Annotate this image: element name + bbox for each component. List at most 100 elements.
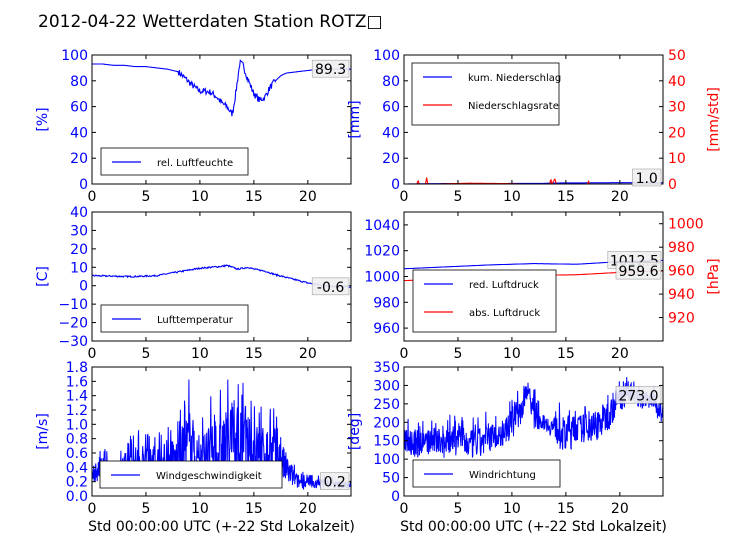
y-axis-label: [mm] bbox=[347, 100, 363, 138]
x-tick-label: 15 bbox=[245, 346, 263, 362]
x-tick-label: 20 bbox=[299, 189, 317, 205]
y-tick-label: 60 bbox=[70, 100, 88, 116]
x-tick-label: 20 bbox=[611, 501, 629, 517]
y-tick-label: 100 bbox=[373, 452, 400, 468]
legend: Windrichtung bbox=[412, 459, 561, 488]
x-tick-label: 5 bbox=[453, 346, 462, 362]
x-tick-label: 0 bbox=[400, 501, 409, 517]
value-annotation-1: 273.0 bbox=[615, 386, 662, 404]
y2-tick-label: 1000 bbox=[668, 217, 704, 233]
legend-label-2: abs. Luftdruck bbox=[469, 308, 540, 319]
y2-tick-label: 920 bbox=[668, 311, 695, 327]
value-annotation-1: 0.2 bbox=[320, 472, 350, 491]
y-tick-label: 300 bbox=[373, 378, 400, 394]
y2-axis-label: [hPa] bbox=[706, 258, 722, 294]
x-tick-label: 10 bbox=[191, 189, 209, 205]
y-tick-label: 1.0 bbox=[66, 417, 88, 433]
x-tick-label: 10 bbox=[191, 501, 209, 517]
series-group bbox=[92, 59, 351, 117]
x-tick-label: 10 bbox=[503, 501, 521, 517]
annotation-text: -0.6 bbox=[317, 280, 344, 296]
x-tick-label: 5 bbox=[141, 501, 150, 517]
y-tick-label: 100 bbox=[61, 48, 88, 64]
y-tick-label: 0 bbox=[79, 279, 88, 295]
y-tick-label: 20 bbox=[382, 151, 400, 167]
series-line-1 bbox=[92, 59, 351, 117]
figure-title: 2012-04-22 Wetterdaten Station ROTZ□ bbox=[38, 12, 383, 32]
x-axis-label: Std 00:00:00 UTC (+-22 Std Lokalzeit) bbox=[88, 519, 355, 535]
y2-tick-label: 10 bbox=[668, 151, 686, 167]
legend-label-1: rel. Luftfeuchte bbox=[157, 158, 233, 169]
y2-tick-label: 30 bbox=[668, 100, 686, 116]
x-tick-label: 0 bbox=[88, 346, 97, 362]
annotation-text: 959.6 bbox=[618, 264, 658, 280]
axes-frame bbox=[91, 366, 352, 497]
axes-frame bbox=[91, 54, 352, 185]
x-tick-label: 5 bbox=[453, 189, 462, 205]
legend-label-1: red. Luftdruck bbox=[469, 280, 539, 291]
value-annotation-2: 959.6 bbox=[615, 261, 662, 280]
y-tick-label: 0.2 bbox=[66, 475, 88, 491]
axes-frame bbox=[403, 366, 664, 497]
legend: red. Luftdruck abs. Luftdruck bbox=[412, 269, 557, 333]
y-tick-label: 40 bbox=[70, 125, 88, 141]
legend: Lufttemperatur bbox=[100, 304, 249, 333]
y-tick-label: 20 bbox=[70, 242, 88, 258]
x-tick-label: 15 bbox=[245, 189, 263, 205]
y-tick-label: 1.4 bbox=[66, 389, 88, 405]
x-tick-label: 20 bbox=[299, 501, 317, 517]
y-tick-label: 100 bbox=[373, 48, 400, 64]
annotation-box bbox=[311, 59, 350, 78]
x-tick-label: 20 bbox=[611, 189, 629, 205]
x-tick-label: 5 bbox=[141, 346, 150, 362]
annotation-box bbox=[615, 386, 662, 404]
y2-tick-label: 20 bbox=[668, 125, 686, 141]
y-tick-label: 0 bbox=[391, 177, 400, 193]
y-tick-label: 0 bbox=[391, 489, 400, 505]
y2-tick-label: 0 bbox=[668, 177, 677, 193]
y-tick-label: 1040 bbox=[364, 218, 400, 234]
x-tick-label: 10 bbox=[503, 189, 521, 205]
annotation-box bbox=[320, 472, 350, 490]
y-tick-label: 0.4 bbox=[66, 460, 88, 476]
subplot-4: 0 5 10 15 20 960 980 1000 1020 1040 920 940 960 980 10… bbox=[364, 211, 722, 362]
legend: rel. Luftfeuchte bbox=[100, 147, 249, 176]
y-tick-label: 60 bbox=[382, 100, 400, 116]
y2-tick-label: 960 bbox=[668, 264, 695, 280]
annotation-box bbox=[632, 168, 662, 187]
y-axis-label: [m/s] bbox=[35, 413, 51, 450]
y-tick-label: 1000 bbox=[364, 270, 400, 286]
legend-box bbox=[411, 62, 560, 126]
y-tick-label: 50 bbox=[382, 471, 400, 487]
legend-box bbox=[412, 269, 557, 333]
subplot-2: 0 5 10 15 20 0 20 40 60 80 100 0 10 20 30 40 50 [mm] [mm/s… bbox=[347, 48, 722, 205]
y-tick-label: 10 bbox=[70, 260, 88, 276]
value-annotation-1: -0.6 bbox=[311, 277, 350, 296]
x-tick-label: 20 bbox=[611, 346, 629, 362]
legend-label-1: Lufttemperatur bbox=[157, 315, 234, 326]
x-axis-label: Std 00:00:00 UTC (+-22 Std Lokalzeit) bbox=[400, 519, 667, 535]
y-tick-label: 0.8 bbox=[66, 432, 88, 448]
value-annotation-1: 89.3 bbox=[311, 59, 350, 78]
x-tick-label: 20 bbox=[299, 346, 317, 362]
y2-tick-label: 40 bbox=[668, 74, 686, 90]
x-tick-label: 0 bbox=[400, 189, 409, 205]
y-tick-label: 0.6 bbox=[66, 446, 88, 462]
value-annotation-1: 1.0 bbox=[632, 168, 662, 187]
y-axis-label: [%] bbox=[35, 107, 51, 131]
y-tick-label: 1.8 bbox=[66, 360, 88, 376]
axes-frame bbox=[403, 54, 664, 185]
subplot-1: 0 5 10 15 20 0 20 40 60 80 100 [%] rel. Luftfeuchte 8… bbox=[35, 48, 352, 205]
legend: Windgeschwindigkeit bbox=[99, 460, 283, 489]
y2-tick-label: 980 bbox=[668, 240, 695, 256]
y-tick-label: 250 bbox=[373, 397, 400, 413]
x-tick-label: 15 bbox=[557, 189, 575, 205]
axes-frame bbox=[91, 211, 352, 342]
annotation-text: 89.3 bbox=[315, 62, 346, 78]
x-tick-label: 0 bbox=[88, 189, 97, 205]
y-tick-label: 1.2 bbox=[66, 403, 88, 419]
subplot-3: 0 5 10 15 20 −30 −20 −10 0 10 20 30 40 [C] Lufttempera… bbox=[35, 205, 352, 362]
legend-label-1: Windrichtung bbox=[469, 470, 536, 481]
